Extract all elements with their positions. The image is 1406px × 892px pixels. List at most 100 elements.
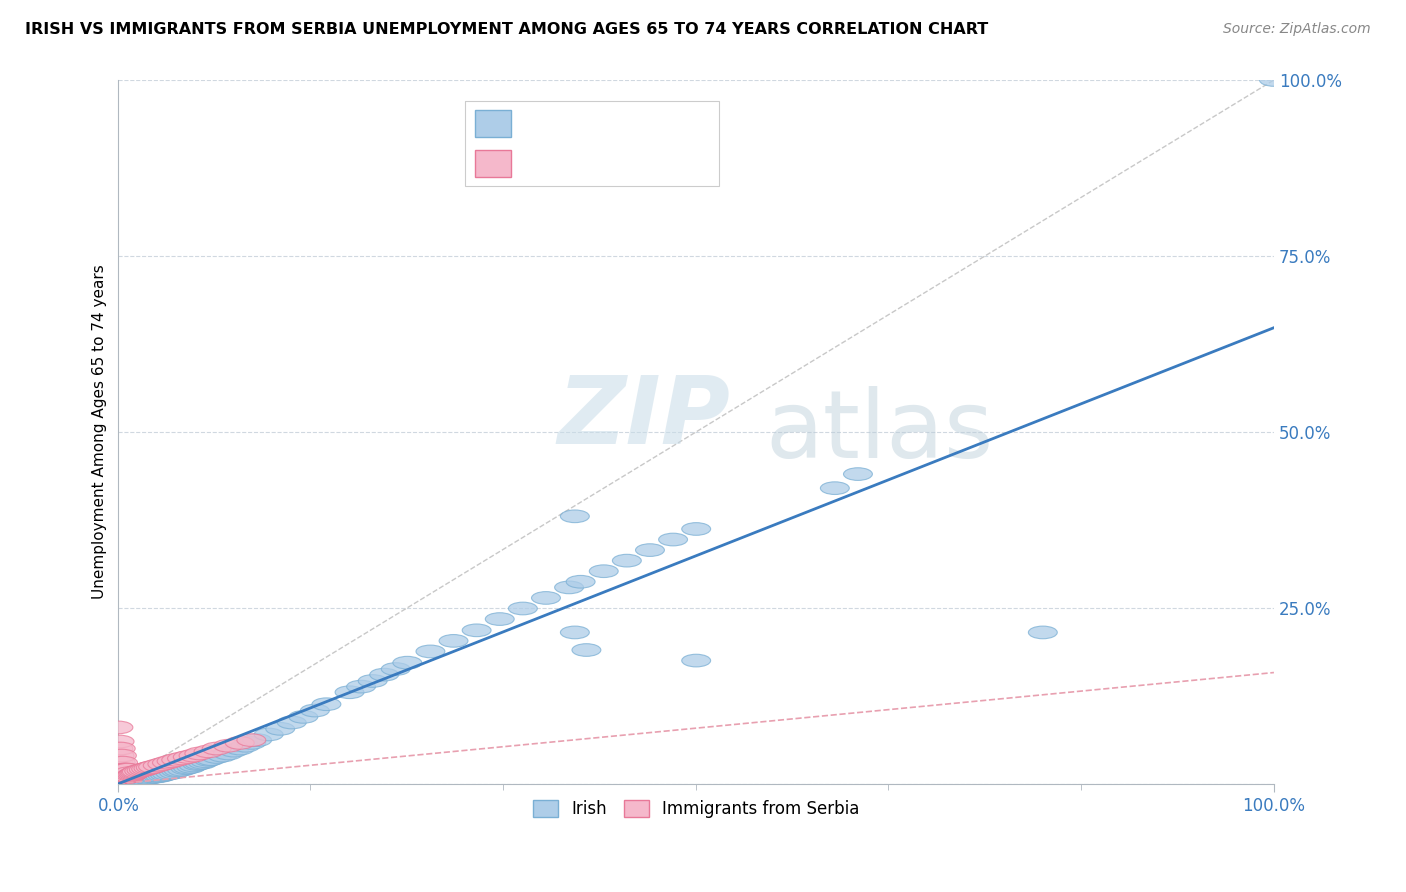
Ellipse shape (104, 776, 134, 789)
Ellipse shape (150, 768, 179, 780)
Ellipse shape (152, 756, 181, 769)
Ellipse shape (107, 774, 135, 788)
Ellipse shape (136, 761, 166, 774)
Ellipse shape (111, 764, 139, 776)
Ellipse shape (139, 771, 167, 783)
Ellipse shape (117, 769, 146, 781)
Ellipse shape (194, 754, 224, 766)
Ellipse shape (114, 767, 143, 780)
Ellipse shape (121, 774, 150, 787)
Ellipse shape (118, 774, 146, 788)
Ellipse shape (572, 644, 600, 657)
Ellipse shape (104, 778, 134, 790)
Ellipse shape (179, 749, 208, 762)
Ellipse shape (105, 778, 134, 790)
Ellipse shape (167, 752, 197, 764)
Ellipse shape (1028, 626, 1057, 639)
Ellipse shape (183, 757, 211, 771)
Ellipse shape (844, 467, 872, 481)
Ellipse shape (219, 744, 249, 757)
Ellipse shape (177, 761, 205, 773)
Ellipse shape (105, 735, 134, 747)
Ellipse shape (152, 767, 181, 780)
Ellipse shape (108, 756, 138, 769)
Ellipse shape (107, 764, 135, 776)
Ellipse shape (159, 766, 188, 779)
Ellipse shape (111, 776, 139, 789)
Ellipse shape (370, 668, 399, 681)
Ellipse shape (105, 749, 134, 762)
Ellipse shape (121, 766, 150, 779)
Ellipse shape (554, 581, 583, 594)
Ellipse shape (104, 764, 134, 776)
Ellipse shape (567, 575, 595, 588)
Ellipse shape (214, 739, 243, 752)
Ellipse shape (136, 771, 166, 784)
Ellipse shape (108, 774, 138, 788)
Ellipse shape (107, 756, 135, 769)
Ellipse shape (277, 716, 307, 729)
Ellipse shape (225, 737, 254, 749)
Ellipse shape (104, 771, 134, 783)
Ellipse shape (107, 777, 136, 789)
Ellipse shape (112, 775, 141, 788)
Ellipse shape (162, 764, 191, 778)
Ellipse shape (214, 747, 243, 760)
Ellipse shape (288, 711, 318, 723)
Ellipse shape (682, 523, 710, 535)
Ellipse shape (561, 510, 589, 523)
Ellipse shape (114, 771, 142, 783)
Ellipse shape (820, 482, 849, 494)
Ellipse shape (167, 764, 197, 776)
Ellipse shape (114, 776, 142, 789)
Ellipse shape (392, 657, 422, 669)
Ellipse shape (143, 770, 172, 782)
Ellipse shape (162, 754, 191, 766)
Ellipse shape (108, 771, 138, 783)
Ellipse shape (141, 771, 170, 783)
Ellipse shape (127, 773, 156, 786)
Ellipse shape (111, 774, 139, 788)
Ellipse shape (111, 771, 139, 783)
Ellipse shape (202, 742, 231, 755)
Ellipse shape (129, 764, 159, 776)
Ellipse shape (184, 757, 214, 770)
Text: IRISH VS IMMIGRANTS FROM SERBIA UNEMPLOYMENT AMONG AGES 65 TO 74 YEARS CORRELATI: IRISH VS IMMIGRANTS FROM SERBIA UNEMPLOY… (25, 22, 988, 37)
Ellipse shape (120, 774, 148, 787)
Ellipse shape (439, 634, 468, 648)
Ellipse shape (129, 772, 159, 785)
Ellipse shape (335, 686, 364, 698)
Ellipse shape (146, 770, 174, 782)
Ellipse shape (636, 544, 665, 557)
Ellipse shape (112, 777, 141, 789)
Ellipse shape (254, 728, 283, 740)
Ellipse shape (127, 764, 156, 777)
Ellipse shape (148, 757, 177, 771)
Ellipse shape (243, 734, 271, 747)
Ellipse shape (381, 663, 411, 675)
Ellipse shape (107, 742, 135, 755)
Ellipse shape (156, 767, 184, 780)
Ellipse shape (191, 755, 219, 767)
Ellipse shape (236, 737, 266, 749)
Ellipse shape (105, 777, 134, 789)
Ellipse shape (114, 764, 142, 776)
Ellipse shape (589, 565, 619, 577)
Ellipse shape (197, 753, 225, 765)
Ellipse shape (105, 764, 134, 776)
Ellipse shape (179, 759, 208, 772)
Ellipse shape (682, 654, 710, 667)
Ellipse shape (202, 751, 231, 764)
Ellipse shape (301, 704, 329, 717)
Ellipse shape (134, 772, 163, 784)
Ellipse shape (112, 771, 141, 783)
Ellipse shape (105, 771, 134, 783)
Text: Source: ZipAtlas.com: Source: ZipAtlas.com (1223, 22, 1371, 37)
Ellipse shape (107, 771, 136, 783)
Legend: Irish, Immigrants from Serbia: Irish, Immigrants from Serbia (526, 793, 866, 825)
Ellipse shape (122, 765, 152, 778)
Ellipse shape (120, 767, 148, 780)
Ellipse shape (110, 775, 139, 788)
Y-axis label: Unemployment Among Ages 65 to 74 years: Unemployment Among Ages 65 to 74 years (93, 265, 107, 599)
Ellipse shape (613, 554, 641, 567)
